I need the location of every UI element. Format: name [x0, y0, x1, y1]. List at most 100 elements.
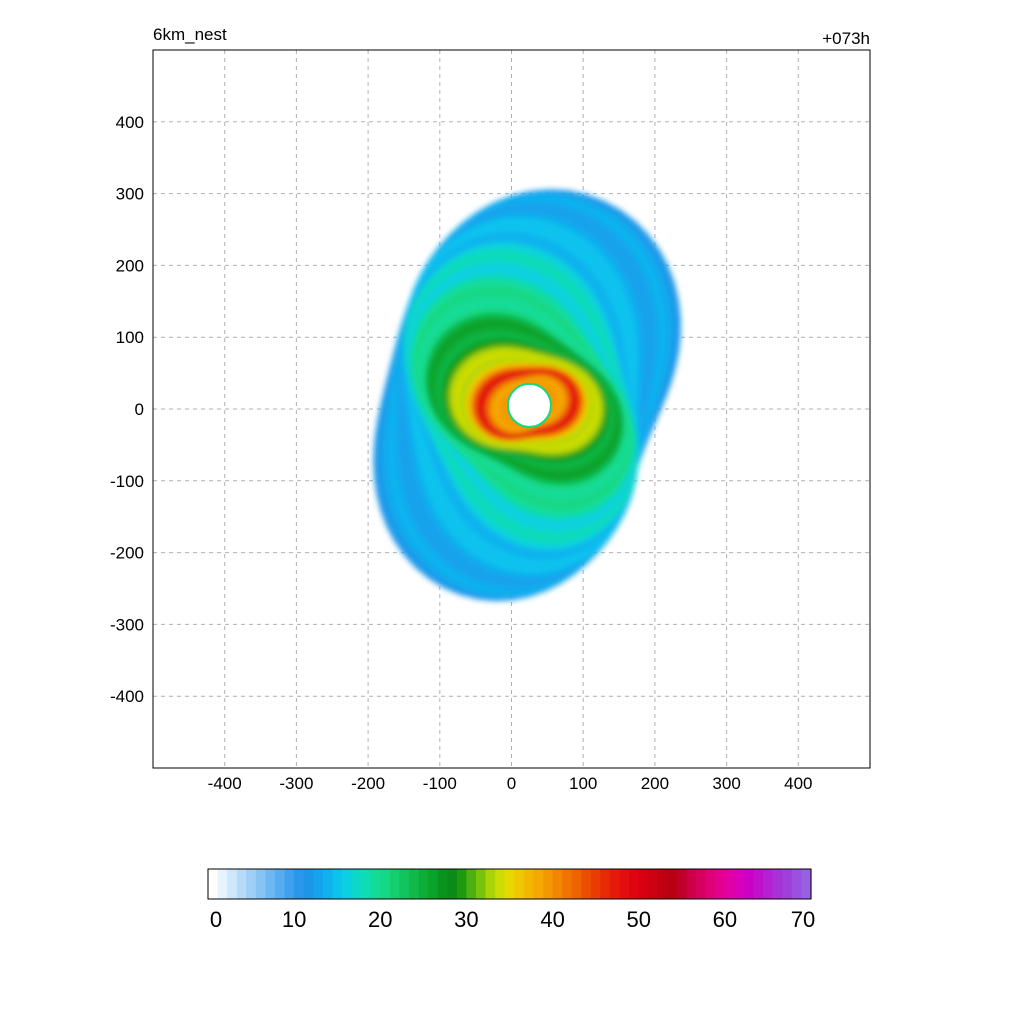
colorbar-swatch: [686, 869, 697, 899]
colorbar-ticks: 0 10 20 30 40 50 60 70: [210, 907, 815, 932]
y-tick-label: 0: [135, 400, 144, 419]
colorbar-swatch: [466, 869, 477, 899]
colorbar-swatch: [246, 869, 257, 899]
colorbar-frame: [207, 868, 812, 900]
wind-field: [373, 189, 681, 602]
colorbar-swatch: [227, 869, 238, 899]
colorbar-swatch: [600, 869, 611, 899]
colorbar-swatch: [772, 869, 783, 899]
colorbar-swatch: [303, 869, 314, 899]
colorbar-swatch: [782, 869, 793, 899]
colorbar-swatch: [342, 869, 353, 899]
colorbar-swatch: [667, 869, 678, 899]
x-tick-label: -300: [279, 774, 313, 793]
colorbar-swatch: [504, 869, 515, 899]
colorbar-swatch: [361, 869, 372, 899]
colorbar-tick-label: 60: [713, 907, 737, 932]
plot-frame: [152, 49, 871, 769]
x-tick-label: -200: [351, 774, 385, 793]
colorbar-swatch: [744, 869, 755, 899]
colorbar-swatch: [753, 869, 764, 899]
colorbar-swatch: [552, 869, 563, 899]
colorbar-swatch: [447, 869, 458, 899]
colorbar-swatch: [456, 869, 468, 899]
y-tick-label: 200: [116, 256, 144, 275]
colorbar-tick-label: 10: [282, 907, 306, 932]
y-tick-label: -400: [110, 687, 144, 706]
colorbar-swatch: [332, 869, 343, 899]
colorbar-swatch: [389, 869, 401, 899]
colorbar-swatch: [734, 869, 745, 899]
colorbar-swatch: [284, 869, 295, 899]
colorbar-swatch: [571, 869, 582, 899]
colorbar-swatch: [638, 869, 649, 899]
y-tick-label: 300: [116, 185, 144, 204]
colorbar-swatch: [705, 869, 716, 899]
colorbar-swatch: [409, 869, 420, 899]
colorbar-swatch: [255, 869, 267, 899]
storm-eye: [506, 382, 552, 428]
colorbar-swatch: [619, 869, 630, 899]
colorbar-swatch: [313, 869, 324, 899]
colorbar-swatch: [657, 869, 669, 899]
colorbar-swatch: [275, 869, 286, 899]
colorbar-tick-label: 30: [454, 907, 478, 932]
colorbar-tick-label: 20: [368, 907, 392, 932]
chart-title: 6km_nest: [153, 25, 227, 44]
colorbar-swatch: [217, 869, 228, 899]
colorbar-swatch: [523, 869, 535, 899]
x-tick-label: 0: [507, 774, 516, 793]
x-axis-ticks: -400 -300 -200 -100 0 100 200 300 400: [208, 774, 813, 793]
colorbar-swatch: [562, 869, 573, 899]
x-tick-label: 300: [712, 774, 740, 793]
colorbar-swatch: [763, 869, 774, 899]
colorbar-swatch: [495, 869, 506, 899]
x-tick-label: -100: [423, 774, 457, 793]
x-tick-label: 400: [784, 774, 812, 793]
colorbar-swatch: [351, 869, 362, 899]
colorbar-swatch: [485, 869, 496, 899]
colorbar-tick-label: 40: [540, 907, 564, 932]
colorbar-swatch: [648, 869, 659, 899]
colorbar-swatch: [724, 869, 736, 899]
colorbar-swatch: [715, 869, 726, 899]
colorbar-swatch: [791, 869, 803, 899]
colorbar-swatch: [265, 869, 276, 899]
colorbar-tick-label: 70: [791, 907, 815, 932]
y-tick-label: 400: [116, 113, 144, 132]
y-tick-label: -300: [110, 615, 144, 634]
colorbar-swatch: [428, 869, 439, 899]
colorbar-swatch: [514, 869, 525, 899]
colorbar-swatch: [370, 869, 381, 899]
colorbar-tick-label: 0: [210, 907, 222, 932]
colorbar: [207, 868, 812, 900]
colorbar-swatch: [294, 869, 305, 899]
colorbar-swatch: [476, 869, 487, 899]
colorbar-tick-label: 50: [626, 907, 650, 932]
y-tick-label: -100: [110, 472, 144, 491]
colorbar-swatch: [543, 869, 554, 899]
colorbar-swatch: [610, 869, 621, 899]
x-tick-label: 200: [641, 774, 669, 793]
y-tick-label: -200: [110, 544, 144, 563]
wind-contours: [373, 189, 681, 602]
y-axis-ticks: 400 300 200 100 0 -100 -200 -300 -400: [110, 113, 144, 706]
x-tick-label: 100: [569, 774, 597, 793]
colorbar-swatch: [437, 869, 448, 899]
colorbar-swatch: [399, 869, 410, 899]
x-tick-label: -400: [208, 774, 242, 793]
colorbar-swatch: [533, 869, 544, 899]
colorbar-swatch: [208, 869, 219, 899]
colorbar-swatch: [696, 869, 707, 899]
y-tick-label: 100: [116, 328, 144, 347]
colorbar-swatch: [677, 869, 688, 899]
colorbar-swatch: [236, 869, 247, 899]
colorbar-swatch: [801, 869, 812, 899]
colorbar-swatch: [418, 869, 429, 899]
chart-subtitle: +073h: [822, 29, 870, 48]
colorbar-swatch: [322, 869, 334, 899]
colorbar-swatch: [380, 869, 391, 899]
colorbar-swatch: [581, 869, 592, 899]
colorbar-swatch: [629, 869, 640, 899]
